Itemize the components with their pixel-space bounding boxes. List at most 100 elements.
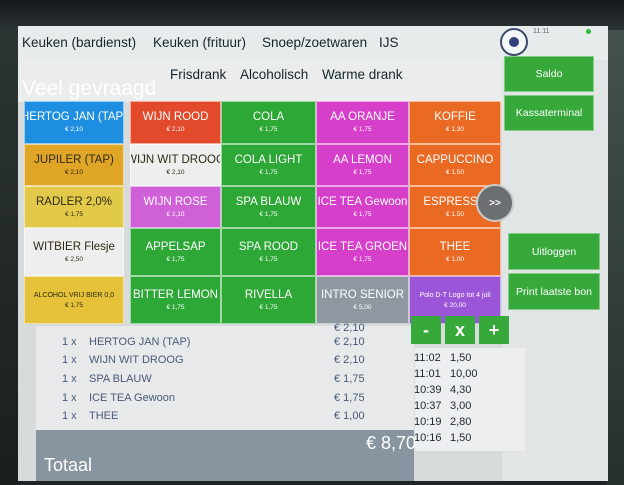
pos-screen: Keuken (bardienst) Keuken (frituur) Snoe… bbox=[18, 26, 608, 481]
product-name: KOFFIE bbox=[434, 111, 476, 123]
order-line-name: THEE bbox=[89, 410, 119, 422]
history-amount: 2,80 bbox=[450, 416, 472, 428]
product-name: WITBIER Flesje bbox=[33, 240, 115, 253]
history-time: 10:39 bbox=[414, 384, 442, 396]
order-line-name: ICE TEA Gewoon bbox=[89, 392, 176, 404]
product-name: WIJN ROOD bbox=[142, 111, 209, 123]
product-name: RIVELLA bbox=[244, 288, 293, 301]
product-name: AA ORANJE bbox=[330, 111, 395, 123]
product-price: € 1,75 bbox=[259, 168, 278, 176]
product-button[interactable]: APPELSAP € 1,75 bbox=[130, 228, 221, 276]
product-button[interactable]: WIJN ROSE € 2,10 bbox=[130, 186, 221, 228]
product-button[interactable]: INTRO SENIOR € 5,00 bbox=[316, 276, 409, 324]
remove-button[interactable]: x bbox=[445, 316, 475, 344]
order-line-qty: 1 x bbox=[62, 354, 77, 366]
order-line-price: € 2,10 bbox=[334, 336, 365, 348]
product-button[interactable]: THEE € 1,00 bbox=[409, 228, 501, 276]
tab-warme-drank[interactable]: Warme drank bbox=[322, 67, 403, 82]
order-line-qty: 1 x bbox=[62, 392, 77, 404]
clock: 11:11 bbox=[533, 28, 550, 35]
product-name: JUPILER (TAP) bbox=[34, 153, 114, 166]
product-price: € 1,75 bbox=[353, 255, 372, 263]
uitloggen-button[interactable]: Uitloggen bbox=[508, 233, 600, 270]
product-button[interactable]: JUPILER (TAP) € 2,10 bbox=[24, 144, 124, 186]
product-button[interactable]: WIJN WIT DROOG € 2,10 bbox=[130, 144, 221, 186]
product-button[interactable]: ALCOHOL VRIJ BIER 0,0 € 1,75 bbox=[24, 276, 124, 324]
kassaterminal-button[interactable]: Kassaterminal bbox=[504, 95, 594, 131]
product-button[interactable]: KOFFIE € 1,30 bbox=[409, 101, 501, 144]
category-snoep-zoetwaren[interactable]: Snoep/zoetwaren bbox=[262, 35, 368, 50]
category-keuken-frituur[interactable]: Keuken (frituur) bbox=[153, 35, 247, 50]
product-price: € 20,00 bbox=[444, 301, 466, 309]
product-name: WIJN WIT DROOG bbox=[130, 153, 221, 166]
product-price: € 1,75 bbox=[353, 126, 372, 133]
product-price: € 1,50 bbox=[445, 210, 465, 218]
product-name: WIJN ROSE bbox=[143, 195, 208, 208]
product-name: CAPPUCCINO bbox=[416, 153, 494, 166]
history-time: 11:02 bbox=[414, 352, 441, 364]
product-name: AA LEMON bbox=[333, 153, 392, 166]
product-name: ALCOHOL VRIJ BIER 0,0 bbox=[33, 291, 115, 299]
product-price: € 1,75 bbox=[353, 210, 372, 218]
tab-alcoholisch[interactable]: Alcoholisch bbox=[240, 67, 309, 82]
order-line-qty: 1 x bbox=[62, 373, 77, 385]
room-background-left bbox=[0, 30, 20, 485]
product-name: ICE TEA GROEN bbox=[317, 240, 408, 253]
product-button[interactable]: ICE TEA GROEN € 1,75 bbox=[316, 228, 409, 276]
plus-button[interactable]: + bbox=[479, 316, 509, 344]
print-last-receipt-button[interactable]: Print laatste bon bbox=[508, 273, 600, 310]
history-amount: 10,00 bbox=[450, 368, 478, 380]
product-button[interactable]: WITBIER Flesje € 2,50 bbox=[24, 228, 124, 276]
product-button[interactable]: ICE TEA Gewoon € 1,75 bbox=[316, 186, 409, 228]
product-price: € 1,75 bbox=[259, 126, 278, 133]
history-amount: 3,00 bbox=[450, 400, 472, 412]
product-name: THEE bbox=[439, 240, 471, 253]
order-line-qty: 1 x bbox=[62, 336, 77, 348]
order-line-price: € 1,75 bbox=[334, 373, 365, 385]
product-button[interactable]: RADLER 2,0% € 1,75 bbox=[24, 186, 124, 228]
product-name: SPA ROOD bbox=[238, 240, 299, 253]
product-price: € 1,75 bbox=[166, 255, 185, 263]
tab-frisdrank[interactable]: Frisdrank bbox=[170, 67, 227, 82]
order-line-name: WIJN WIT DROOG bbox=[89, 354, 184, 366]
category-ijs[interactable]: IJS bbox=[379, 35, 399, 50]
product-name: COLA LIGHT bbox=[234, 153, 303, 166]
product-button[interactable]: AA ORANJE € 1,75 bbox=[316, 101, 409, 144]
product-price: € 2,50 bbox=[64, 255, 84, 263]
product-name: HERTOG JAN (TAP) bbox=[24, 111, 124, 123]
product-name: INTRO SENIOR bbox=[320, 288, 405, 301]
product-price: € 1,75 bbox=[64, 210, 84, 218]
product-name: SPA BLAUW bbox=[235, 195, 302, 208]
history-amount: 1,50 bbox=[450, 352, 472, 364]
product-button[interactable]: COLA € 1,75 bbox=[221, 101, 316, 144]
order-line-price: € 2,10 bbox=[334, 354, 365, 366]
product-button[interactable]: RIVELLA € 1,75 bbox=[221, 276, 316, 324]
product-price: € 2,10 bbox=[64, 126, 84, 133]
order-line-price: € 1,00 bbox=[334, 410, 365, 422]
product-price: € 2,10 bbox=[166, 210, 185, 218]
order-header-price: € 2,10 bbox=[334, 322, 365, 334]
product-name: ESPRESSO bbox=[423, 195, 487, 208]
saldo-button[interactable]: Saldo bbox=[504, 56, 594, 92]
product-button[interactable]: COLA LIGHT € 1,75 bbox=[221, 144, 316, 186]
product-button[interactable]: AA LEMON € 1,75 bbox=[316, 144, 409, 186]
minus-button[interactable]: - bbox=[411, 316, 441, 344]
tab-veel-gevraagd[interactable]: Veel gevraagd bbox=[22, 77, 157, 100]
product-button[interactable]: CAPPUCCINO € 1,50 bbox=[409, 144, 501, 186]
product-button[interactable]: HERTOG JAN (TAP) € 2,10 bbox=[24, 101, 124, 144]
product-button[interactable]: BITTER LEMON € 1,75 bbox=[130, 276, 221, 324]
product-price: € 1,00 bbox=[445, 255, 465, 263]
room-background-top bbox=[0, 0, 624, 30]
order-line-name: SPA BLAUW bbox=[89, 373, 152, 385]
history-time: 10:37 bbox=[414, 400, 442, 412]
product-button[interactable]: SPA ROOD € 1,75 bbox=[221, 228, 316, 276]
history-time: 10:16 bbox=[414, 432, 442, 444]
status-indicator-icon bbox=[586, 29, 591, 34]
next-page-button[interactable]: >> bbox=[476, 184, 514, 222]
product-name: Polo D-T Logo tot 4 juli bbox=[419, 291, 491, 299]
category-keuken-bardienst[interactable]: Keuken (bardienst) bbox=[22, 35, 137, 50]
product-button[interactable]: WIJN ROOD € 2,10 bbox=[130, 101, 221, 144]
product-button[interactable]: SPA BLAUW € 1,75 bbox=[221, 186, 316, 228]
product-price: € 5,00 bbox=[353, 303, 372, 311]
product-name: RADLER 2,0% bbox=[35, 195, 113, 208]
